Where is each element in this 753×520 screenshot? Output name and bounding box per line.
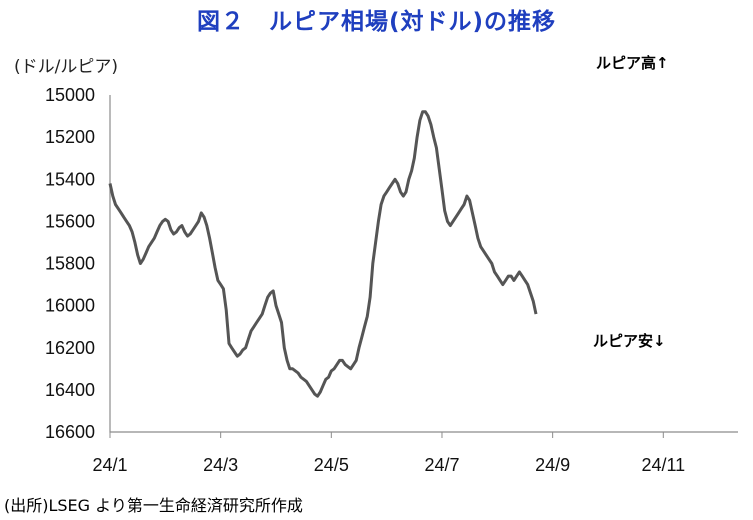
y-tick-label: 16600 [45, 422, 95, 442]
x-tick-label: 24/11 [641, 455, 685, 475]
y-unit-label: (ドル/ルピア) [14, 57, 118, 77]
chart-title: 図２ ルピア相場(対ドル)の推移 [196, 9, 557, 35]
series-line [108, 110, 538, 398]
x-tick-label: 24/3 [203, 455, 238, 475]
axis-lines [109, 95, 738, 433]
y-tick-label: 15600 [45, 211, 95, 231]
x-tick-label: 24/7 [424, 455, 459, 475]
y-tick-label: 15800 [45, 254, 95, 274]
x-tick-label: 24/1 [92, 455, 127, 475]
x-tick-label: 24/9 [535, 455, 570, 475]
y-tick-label: 15200 [45, 127, 95, 147]
y-tick-label: 15000 [45, 85, 95, 105]
y-tick-label: 15400 [45, 169, 95, 189]
x-tick-label: 24/5 [314, 455, 349, 475]
x-axis: 24/1 24/3 24/5 24/7 24/9 24/11 [92, 432, 685, 475]
y-tick-label: 16000 [45, 296, 95, 316]
y-tick-label: 16200 [45, 338, 95, 358]
y-axis: 15000 15200 15400 15600 15800 16000 16200 16400… [45, 85, 95, 442]
y-tick-label: 16400 [45, 380, 95, 400]
source-note: (出所)LSEG より第一生命経済研究所作成 [4, 496, 303, 515]
annotation-rupiah-weak: ルピア安↓ [593, 332, 666, 350]
series-group [108, 110, 538, 398]
annotation-rupiah-strong: ルピア高↑ [596, 54, 669, 72]
